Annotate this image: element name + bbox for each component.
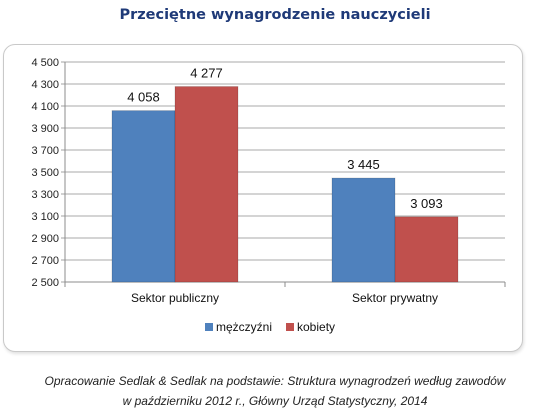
data-label: 4 058: [127, 90, 160, 105]
y-tick-label: 3 900: [31, 123, 59, 135]
legend-swatch-women: [286, 323, 294, 331]
y-tick-label: 4 300: [31, 79, 59, 91]
y-tick-labels: 2 500 2 700 2 900 3 100 3 300 3 500 3 700 3 900…: [31, 57, 59, 289]
chart-frame: [3, 44, 523, 352]
category-labels: Sektor publiczny Sektor prywatny: [131, 291, 438, 305]
bar-men: [111, 110, 176, 283]
bar-women: [174, 86, 239, 283]
y-tick-label: 2 900: [31, 233, 59, 245]
category-label: Sektor publiczny: [131, 291, 219, 305]
chart-title: Przeciętne wynagrodzenie nauczycieli: [119, 7, 431, 23]
data-labels: 4 058 4 277 3 445 3 093: [127, 66, 443, 211]
data-label: 3 093: [410, 196, 443, 211]
caption-line-2: w październiku 2012 r., Główny Urząd Sta…: [122, 394, 428, 408]
bar-men: [331, 177, 396, 283]
data-label: 4 277: [190, 66, 223, 81]
y-tick-label: 4 100: [31, 101, 59, 113]
legend-swatch-men: [205, 323, 213, 331]
caption-line-1: Opracowanie Sedlak & Sedlak na podstawie…: [44, 374, 506, 388]
y-tick-label: 3 300: [31, 189, 59, 201]
y-tick-label: 3 700: [31, 145, 59, 157]
legend-label: kobiety: [297, 320, 335, 334]
y-tick-label: 2 700: [31, 255, 59, 267]
bar-women: [394, 216, 459, 283]
y-tick-label: 3 500: [31, 167, 59, 179]
legend: mężczyźni kobiety: [205, 320, 335, 334]
source-caption: Opracowanie Sedlak & Sedlak na podstawie…: [0, 371, 550, 411]
y-tick-label: 2 500: [31, 277, 59, 289]
legend-label: mężczyźni: [216, 320, 272, 334]
bars: [111, 86, 459, 283]
y-tick-label: 4 500: [31, 57, 59, 69]
data-label: 3 445: [347, 157, 380, 172]
category-label: Sektor prywatny: [352, 291, 438, 305]
y-tick-label: 3 100: [31, 211, 59, 223]
